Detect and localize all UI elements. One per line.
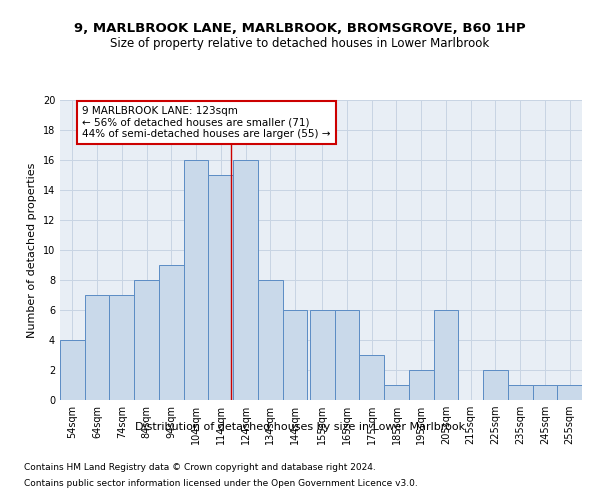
Text: 9 MARLBROOK LANE: 123sqm
← 56% of detached houses are smaller (71)
44% of semi-d: 9 MARLBROOK LANE: 123sqm ← 56% of detach… (82, 106, 331, 139)
Bar (483, 370, 508, 400)
Bar (359, 355, 384, 400)
Bar (533, 385, 557, 400)
Bar (508, 385, 533, 400)
Bar (384, 385, 409, 400)
Bar (184, 160, 208, 400)
Text: Distribution of detached houses by size in Lower Marlbrook: Distribution of detached houses by size … (135, 422, 465, 432)
Y-axis label: Number of detached properties: Number of detached properties (27, 162, 37, 338)
Bar (159, 265, 184, 400)
Bar (60, 340, 85, 400)
Bar (557, 385, 582, 400)
Bar (208, 175, 233, 400)
Text: Size of property relative to detached houses in Lower Marlbrook: Size of property relative to detached ho… (110, 38, 490, 51)
Bar (283, 310, 307, 400)
Bar (109, 295, 134, 400)
Text: Contains HM Land Registry data © Crown copyright and database right 2024.: Contains HM Land Registry data © Crown c… (24, 464, 376, 472)
Bar (134, 280, 159, 400)
Bar (310, 310, 335, 400)
Text: Contains public sector information licensed under the Open Government Licence v3: Contains public sector information licen… (24, 478, 418, 488)
Bar (85, 295, 109, 400)
Bar (409, 370, 434, 400)
Bar (335, 310, 359, 400)
Bar (233, 160, 258, 400)
Bar (434, 310, 458, 400)
Bar (258, 280, 283, 400)
Text: 9, MARLBROOK LANE, MARLBROOK, BROMSGROVE, B60 1HP: 9, MARLBROOK LANE, MARLBROOK, BROMSGROVE… (74, 22, 526, 36)
